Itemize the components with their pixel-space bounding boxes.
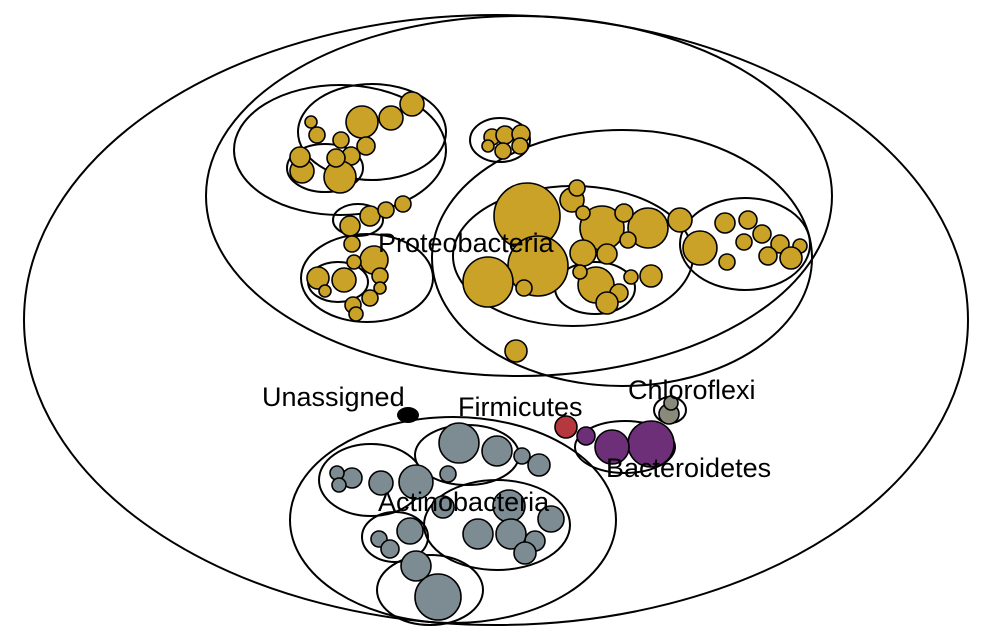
actinobacteria-sub-outline-d (376, 554, 484, 626)
proteobacteria-taxon-34 (332, 131, 350, 149)
actinobacteria-taxon-17 (513, 541, 537, 565)
proteobacteria-taxon-32 (378, 105, 404, 131)
label-proteobacteria: Proteobacteria (378, 228, 555, 258)
actinobacteria-taxon-4 (527, 453, 551, 477)
proteobacteria-taxon-17 (623, 269, 639, 285)
proteobacteria-sub-outline-a (431, 129, 813, 387)
proteobacteria-taxon-50 (339, 215, 361, 237)
actinobacteria-sub-outline-e (361, 511, 429, 563)
label-firmicutes: Firmicutes (458, 392, 583, 422)
label-unassigned: Unassigned (262, 382, 405, 412)
proteobacteria-taxon-7 (569, 239, 597, 267)
proteobacteria-taxon-18 (595, 291, 619, 315)
actinobacteria-taxon-15 (495, 518, 527, 550)
proteobacteria-sub-outline-f (286, 143, 364, 193)
actinobacteria-taxon-3 (513, 447, 531, 465)
proteobacteria-taxon-10 (614, 203, 634, 223)
actinobacteria-taxon-10 (331, 477, 347, 493)
actinobacteria-taxon-5 (439, 465, 457, 483)
proteobacteria-taxon-38 (304, 115, 318, 129)
proteobacteria-taxon-35 (356, 136, 376, 156)
proteobacteria-sub-outline-e (297, 83, 447, 181)
proteobacteria-taxon-22 (714, 212, 736, 234)
proteobacteria-taxon-55 (343, 235, 361, 253)
proteobacteria-taxon-20 (572, 264, 588, 280)
proteobacteria-taxon-16 (639, 264, 663, 288)
proteobacteria-taxon-28 (779, 246, 803, 270)
proteobacteria-taxon-19 (667, 207, 693, 233)
actinobacteria-taxon-20 (380, 539, 400, 559)
proteobacteria-taxon-57 (306, 266, 330, 290)
actinobacteria-taxon-18 (396, 517, 424, 545)
proteobacteria-taxon-12 (568, 179, 586, 197)
proteobacteria-taxon-33 (399, 91, 425, 117)
proteobacteria-sub-outline-j (332, 203, 384, 237)
proteobacteria-sub-outline-d (233, 84, 447, 216)
actinobacteria-taxon-1 (438, 422, 480, 464)
proteobacteria-sub-outline-i (469, 117, 531, 163)
proteobacteria-taxon-63 (348, 306, 364, 322)
firmicutes-taxon-1 (554, 415, 578, 439)
proteobacteria-taxon-59 (318, 284, 332, 298)
group-outlines (23, 14, 969, 626)
actinobacteria-taxon-6 (398, 464, 434, 500)
proteobacteria-taxon-30 (718, 253, 736, 271)
proteobacteria-taxon-49 (359, 205, 381, 227)
taxa-circles (289, 91, 808, 621)
proteobacteria-taxon-5 (627, 207, 669, 249)
proteobacteria-taxon-23 (738, 210, 758, 230)
proteobacteria-taxon-54 (346, 254, 362, 270)
proteobacteria-taxon-37 (308, 126, 326, 144)
bacteroidetes-outline (574, 420, 676, 474)
proteobacteria-taxon-13 (575, 205, 591, 221)
proteobacteria-taxon-40 (326, 148, 346, 168)
proteobacteria-taxon-46 (481, 139, 495, 153)
proteobacteria-taxon-51 (377, 201, 395, 219)
proteobacteria-taxon-11 (619, 231, 637, 249)
proteobacteria-sub-outline-c (679, 197, 811, 291)
proteobacteria-taxon-31 (345, 105, 379, 139)
unassigned-taxon-1 (397, 407, 419, 423)
proteobacteria-taxon-48 (511, 137, 529, 155)
proteobacteria-taxon-21 (682, 230, 718, 266)
proteobacteria-taxon-60 (361, 289, 379, 307)
phylum-labels: Proteobacteria Unassigned Firmicutes Chl… (262, 228, 771, 517)
label-bacteroidetes: Bacteroidetes (606, 453, 771, 483)
actinobacteria-outline (289, 416, 617, 624)
actinobacteria-taxon-14 (462, 518, 494, 550)
label-actinobacteria: Actinobacteria (378, 487, 550, 517)
proteobacteria-taxon-14 (515, 279, 533, 297)
actinobacteria-taxon-7 (368, 470, 394, 496)
actinobacteria-taxon-22 (414, 573, 462, 621)
proteobacteria-taxon-25 (735, 233, 753, 251)
proteobacteria-taxon-52 (394, 195, 412, 213)
actinobacteria-taxon-21 (400, 550, 432, 582)
proteobacteria-taxon-3 (462, 256, 514, 308)
proteobacteria-taxon-58 (331, 267, 357, 293)
proteobacteria-outline (205, 15, 833, 377)
proteobacteria-taxon-24 (752, 224, 772, 244)
proteobacteria-taxon-47 (494, 142, 512, 160)
actinobacteria-taxon-13 (537, 505, 565, 533)
proteobacteria-taxon-29 (758, 246, 778, 266)
label-chloroflexi: Chloroflexi (628, 375, 756, 405)
root-outline (23, 14, 969, 626)
actinobacteria-taxon-11 (431, 495, 455, 519)
chloroflexi-taxon-2 (663, 395, 679, 411)
proteobacteria-taxon-8 (596, 243, 618, 265)
proteobacteria-taxon-64 (504, 339, 528, 363)
actinobacteria-taxon-2 (481, 435, 513, 467)
bacteroidetes-taxon-3 (576, 426, 596, 446)
proteobacteria-taxon-42 (289, 146, 311, 168)
proteobacteria-taxon-62 (373, 281, 387, 295)
bacteroidetes-taxon-2 (594, 429, 630, 465)
